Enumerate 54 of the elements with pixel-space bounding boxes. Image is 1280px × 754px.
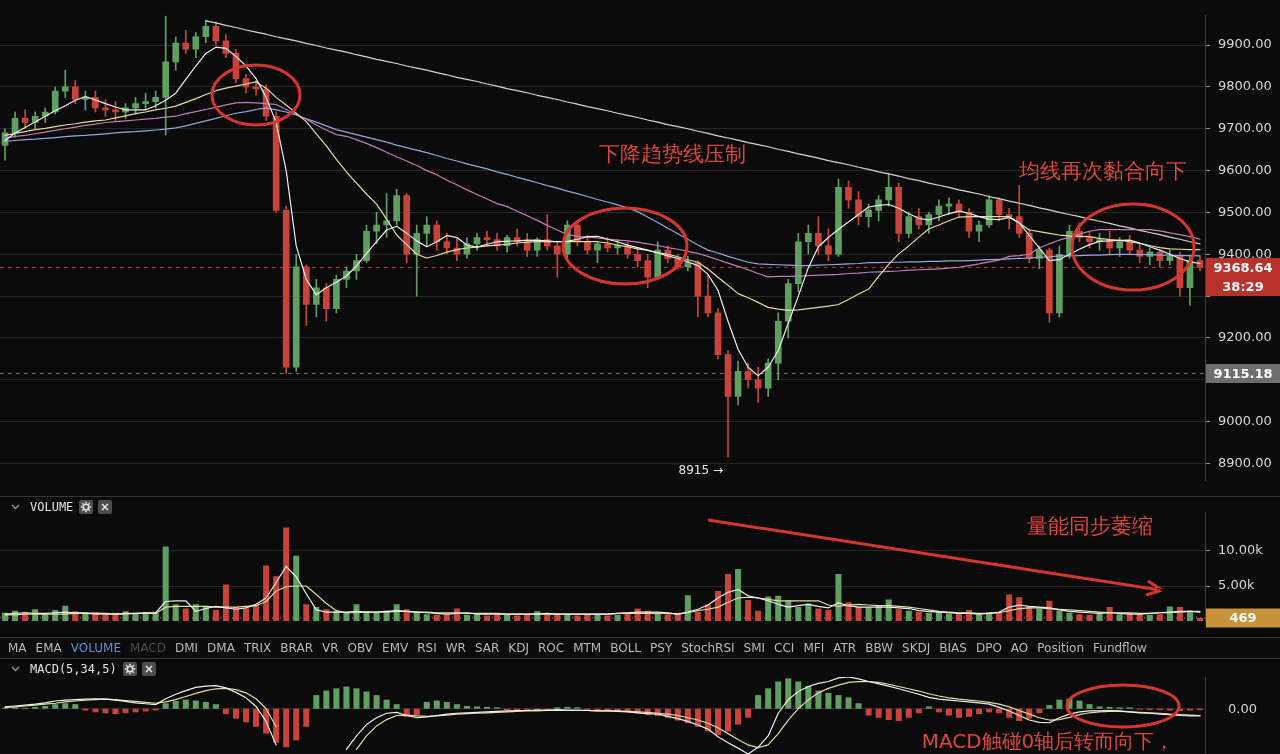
annotation: 量能同步萎缩: [1027, 514, 1153, 539]
y-tick-label: 9800.00: [1218, 78, 1272, 94]
text: VR: [321, 640, 339, 657]
annotation: 8915 →: [678, 463, 723, 478]
text: DPO: [975, 640, 1002, 657]
ref-line-label: 9368.64: [1213, 259, 1273, 275]
text: StochRSI: [681, 640, 735, 657]
text: EMV: [382, 640, 409, 657]
chart-title: VOLUME: [30, 500, 74, 514]
text: ATR: [833, 640, 857, 657]
text: CCI: [774, 640, 795, 657]
text: AO: [1010, 640, 1029, 657]
y-tick-label: 9600.00: [1218, 161, 1272, 177]
text: BOLL: [610, 640, 642, 657]
annotation: 均线再次黏合向下: [1018, 159, 1187, 184]
text: WR: [445, 640, 466, 657]
y-tick-label: 9500.00: [1218, 203, 1272, 219]
text: VOLUME: [70, 640, 121, 657]
text: MFI: [803, 640, 825, 657]
text: Fundflow: [1093, 640, 1147, 657]
y-tick-label: 10.00k: [1218, 542, 1264, 558]
text: MACD: [129, 640, 166, 657]
text: SMI: [743, 640, 766, 657]
text: BIAS: [939, 640, 967, 657]
text: MTM: [573, 640, 602, 657]
text: 0.00: [1228, 701, 1257, 717]
text: Position: [1037, 640, 1085, 657]
annotation: MACD触碰0轴后转而向下，: [921, 729, 1175, 754]
text: SAR: [474, 640, 500, 657]
ref-line-label: 469: [1229, 610, 1257, 626]
text: OBV: [347, 640, 374, 657]
text: SKDJ: [902, 640, 931, 657]
y-tick-label: 9000.00: [1218, 413, 1272, 428]
text: ROC: [537, 640, 565, 657]
y-tick-label: 9400.00: [1218, 245, 1272, 261]
annotation: 下降趋势线压制: [598, 142, 746, 167]
chart-title: MACD(5,34,5): [30, 662, 117, 676]
text: RSI: [417, 640, 437, 657]
text: PSY: [650, 640, 673, 657]
text: TRIX: [243, 640, 272, 657]
ref-line-label: 9115.18: [1213, 365, 1273, 381]
text: KDJ: [508, 640, 529, 657]
text: BRAR: [280, 640, 313, 657]
text: MA: [8, 640, 27, 657]
y-tick-label: 9900.00: [1218, 36, 1272, 52]
y-tick-label: 9200.00: [1218, 329, 1272, 345]
text: DMI: [174, 640, 199, 657]
text: DMA: [207, 640, 235, 657]
text: 38:29: [1222, 278, 1264, 294]
text: BBW: [865, 640, 894, 657]
y-tick-label: 5.00k: [1218, 577, 1255, 593]
y-tick-label: 9700.00: [1218, 120, 1272, 136]
text: EMA: [35, 640, 62, 657]
y-tick-label: 8900.00: [1218, 454, 1272, 470]
